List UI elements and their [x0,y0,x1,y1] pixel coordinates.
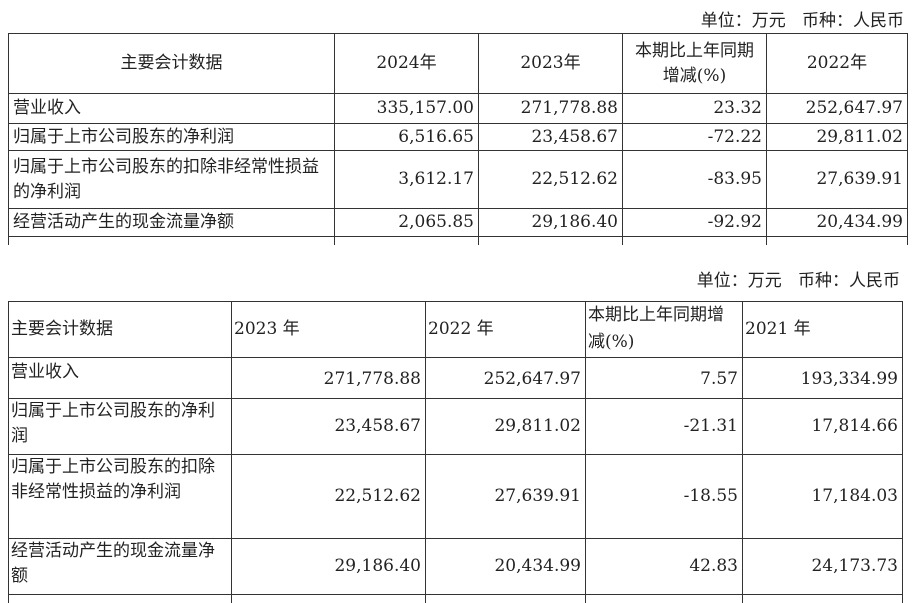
header-row: 主要会计数据 2023 年 2022 年 本期比上年同期增减(%) 2021 年 [8,301,903,358]
cell: 23,458.67 [231,398,426,455]
unit-currency-note: 单位：万元 币种：人民币 [700,11,904,31]
cell: -72.22 [622,123,767,151]
cell: 29,186.40 [478,208,623,237]
cell: 23.32 [622,93,767,124]
cell: 252,647.97 [425,357,586,399]
cell: -83.95 [622,150,767,209]
table-row: 归属于上市公司股东的扣除非经常性损益的净利润 22,512.62 27,639.… [8,454,903,539]
cell: 252,647.97 [766,93,908,124]
cell: 335,157.00 [334,93,479,124]
header-cell: 本期比上年同期增减(%) [585,301,743,358]
cut-off-row [8,236,908,245]
header-cell: 主要会计数据 [8,301,232,358]
cell: 271,778.88 [478,93,623,124]
cell: 7.57 [585,357,743,399]
row-label: 归属于上市公司股东的净利润 [8,398,232,455]
row-label: 营业收入 [8,93,335,124]
row-label: 归属于上市公司股东的扣除非经常性损益的净利润 [8,150,335,209]
cell: 29,811.02 [766,123,908,151]
cell: 3,612.17 [334,150,479,209]
financial-table-2023: 主要会计数据 2023 年 2022 年 本期比上年同期增减(%) 2021 年… [8,301,903,603]
cell: 24,173.73 [742,538,903,595]
cell: 271,778.88 [231,357,426,399]
row-label: 归属于上市公司股东的净利润 [8,123,335,151]
row-label: 归属于上市公司股东的扣除非经常性损益的净利润 [8,454,232,539]
financial-table-2024: 主要会计数据 2024年 2023年 本期比上年同期增减(%) 2022年 营业… [8,33,908,245]
header-cell: 主要会计数据 [8,33,335,94]
header-cell: 2023 年 [231,301,426,358]
cell: 23,458.67 [478,123,623,151]
cell: 29,811.02 [425,398,586,455]
unit-currency-note: 单位：万元 币种：人民币 [696,271,900,291]
cell: -92.92 [622,208,767,237]
header-cell: 2023年 [478,33,623,94]
cell: -18.55 [585,454,743,539]
cell: 22,512.62 [231,454,426,539]
header-cell: 2022年 [766,33,908,94]
row-label: 经营活动产生的现金流量净额 [8,538,232,595]
cell: 20,434.99 [766,208,908,237]
cell: 6,516.65 [334,123,479,151]
header-cell: 2021 年 [742,301,903,358]
table-row: 归属于上市公司股东的净利润 6,516.65 23,458.67 -72.22 … [8,123,908,151]
table-row: 归属于上市公司股东的净利润 23,458.67 29,811.02 -21.31… [8,398,903,455]
cell: 27,639.91 [425,454,586,539]
cut-off-row [8,594,903,603]
cell: 2,065.85 [334,208,479,237]
row-label: 经营活动产生的现金流量净额 [8,208,335,237]
header-row: 主要会计数据 2024年 2023年 本期比上年同期增减(%) 2022年 [8,33,908,94]
row-label: 营业收入 [8,357,232,399]
cell: 29,186.40 [231,538,426,595]
cell: -21.31 [585,398,743,455]
cell: 22,512.62 [478,150,623,209]
cell: 193,334.99 [742,357,903,399]
table-row: 营业收入 335,157.00 271,778.88 23.32 252,647… [8,93,908,124]
cell: 27,639.91 [766,150,908,209]
cell: 17,814.66 [742,398,903,455]
cell: 42.83 [585,538,743,595]
table-row: 经营活动产生的现金流量净额 2,065.85 29,186.40 -92.92 … [8,208,908,237]
table-row: 经营活动产生的现金流量净额 29,186.40 20,434.99 42.83 … [8,538,903,595]
table-row: 归属于上市公司股东的扣除非经常性损益的净利润 3,612.17 22,512.6… [8,150,908,209]
table-row: 营业收入 271,778.88 252,647.97 7.57 193,334.… [8,357,903,399]
header-cell: 2022 年 [425,301,586,358]
header-cell: 2024年 [334,33,479,94]
cell: 17,184.03 [742,454,903,539]
header-cell: 本期比上年同期增减(%) [622,33,767,94]
cell: 20,434.99 [425,538,586,595]
